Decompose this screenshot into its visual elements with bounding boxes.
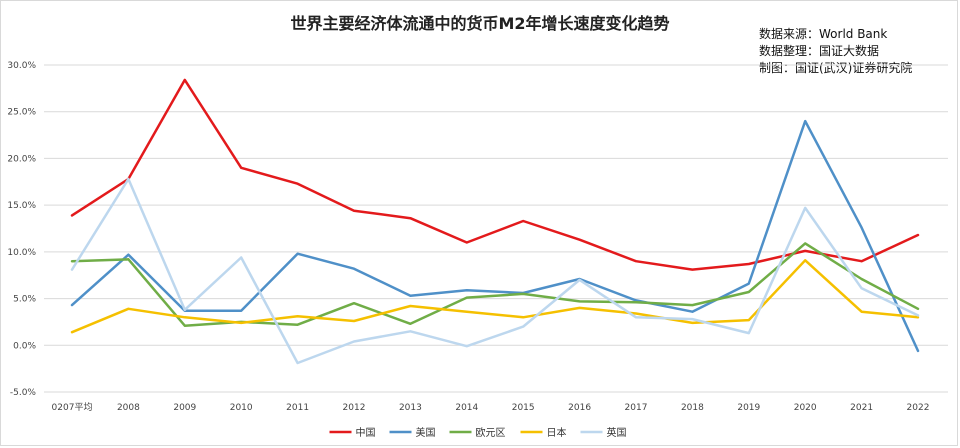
legend: 中国 美国 欧元区 日本 英国: [329, 426, 627, 439]
y-tick-label: 30.0%: [7, 61, 36, 71]
legend-label: 日本: [547, 426, 567, 439]
chart-title: 世界主要经济体流通中的货币M2年增长速度变化趋势: [290, 14, 670, 33]
x-tick-label: 2008: [117, 403, 140, 413]
x-tick-label: 2013: [399, 403, 422, 413]
x-tick-label: 2022: [907, 403, 930, 413]
series-line-4: [70, 177, 920, 365]
y-tick-label: 15.0%: [7, 201, 36, 211]
y-tick-label: -5.0%: [10, 388, 37, 398]
x-tick-label: 2012: [343, 403, 366, 413]
x-tick-label: 2015: [512, 403, 535, 413]
y-axis-ticks: -5.0% 0.0% 5.0% 10.0% 15.0% 20.0% 25.0% 30.0%: [7, 61, 36, 398]
legend-label: 美国: [416, 426, 436, 439]
y-tick-label: 10.0%: [7, 248, 36, 258]
x-tick-label: 2011: [286, 403, 309, 413]
grid-lines: [44, 64, 948, 393]
x-tick-label: 0207平均: [52, 401, 93, 413]
y-tick-label: 0.0%: [13, 341, 36, 351]
legend-label: 欧元区: [476, 427, 506, 439]
x-tick-label: 2019: [737, 403, 760, 413]
x-axis-ticks: 0207平均 2008 2009 2010 2011 2012 2013 2014 2015 20…: [52, 401, 930, 413]
x-tick-label: 2009: [173, 403, 196, 413]
y-tick-label: 5.0%: [13, 295, 36, 305]
series-line-0: [70, 78, 920, 271]
source-note: 数据来源：World Bank 数据整理：国证大数据 制图：国证(武汉)证券研究…: [759, 26, 912, 77]
x-tick-label: 2014: [455, 403, 478, 413]
legend-label: 英国: [607, 426, 627, 439]
series-line-1: [70, 119, 920, 353]
legend-label: 中国: [356, 426, 376, 439]
y-tick-label: 20.0%: [7, 154, 36, 164]
y-tick-label: 25.0%: [7, 108, 36, 118]
source-line-compiled: 数据整理：国证大数据: [759, 44, 880, 58]
x-tick-label: 2018: [681, 403, 704, 413]
x-tick-label: 2017: [625, 403, 648, 413]
x-tick-label: 2021: [850, 403, 873, 413]
source-line-data: 数据来源：World Bank: [759, 27, 888, 41]
x-tick-label: 2016: [568, 403, 591, 413]
x-tick-label: 2020: [794, 403, 817, 413]
series-line-3: [70, 259, 920, 334]
x-tick-label: 2010: [230, 403, 253, 413]
series-lines: [70, 78, 920, 365]
